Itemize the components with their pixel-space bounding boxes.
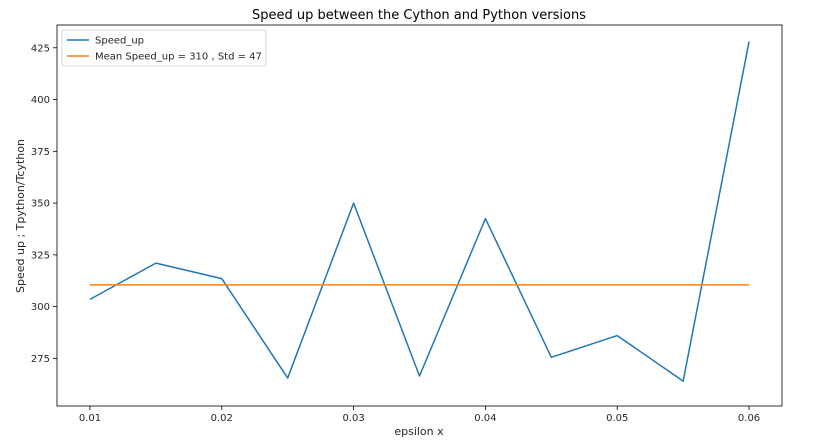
series-line-speed-up <box>89 41 750 382</box>
x-axis-label: epsilon x <box>394 425 444 438</box>
x-tick-label: 0.06 <box>738 413 760 424</box>
plot-frame <box>56 24 783 407</box>
x-axis: 0.01 0.02 0.03 0.04 0.05 0.06 <box>79 406 760 424</box>
legend-entry: Mean Speed_up = 310 , Std = 47 <box>95 52 262 63</box>
y-tick-label: 325 <box>31 250 50 261</box>
y-tick-label: 350 <box>31 199 50 210</box>
x-tick-label: 0.05 <box>606 413 628 424</box>
plot-area <box>57 25 782 406</box>
y-tick-label: 375 <box>31 147 50 158</box>
y-tick-label: 300 <box>31 302 50 313</box>
chart-title: Speed up between the Cython and Python v… <box>252 8 586 23</box>
x-tick-label: 0.01 <box>79 413 101 424</box>
y-axis-label: Speed up ; Tpython/Tcython <box>14 139 27 293</box>
y-tick-label: 275 <box>31 354 50 365</box>
y-axis: 275 300 325 350 375 400 425 <box>31 43 57 365</box>
y-tick-label: 400 <box>31 95 50 106</box>
series-layer <box>89 41 750 382</box>
legend: Speed_up Mean Speed_up = 310 , Std = 47 <box>61 29 267 67</box>
legend-entry: Speed_up <box>95 36 144 47</box>
y-tick-label: 425 <box>31 43 50 54</box>
legend-box <box>61 29 267 67</box>
x-tick-label: 0.04 <box>474 413 496 424</box>
x-tick-label: 0.02 <box>211 413 233 424</box>
x-tick-label: 0.03 <box>342 413 364 424</box>
